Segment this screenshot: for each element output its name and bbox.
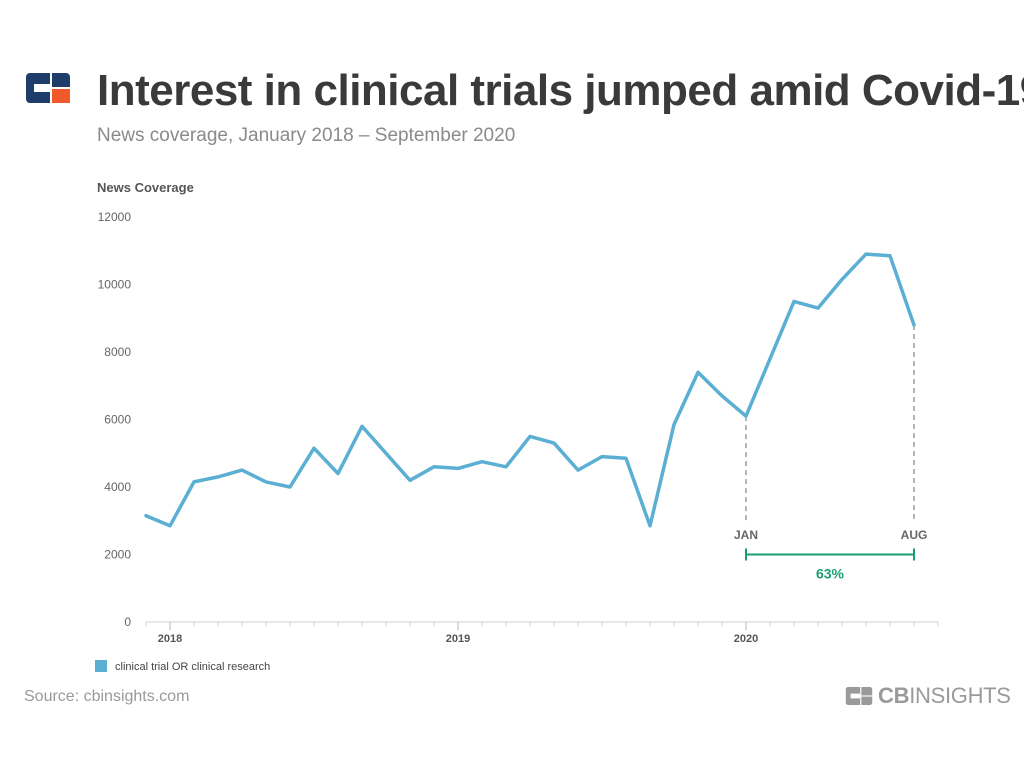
brand-logo: CBINSIGHTS bbox=[845, 683, 1011, 709]
y-tick-label: 0 bbox=[124, 615, 131, 629]
annotation-label: AUG bbox=[901, 528, 928, 542]
annotation-label: JAN bbox=[734, 528, 758, 542]
y-axis-label: News Coverage bbox=[97, 180, 194, 195]
brand-bold: CB bbox=[878, 683, 910, 708]
x-tick-label: 2019 bbox=[446, 633, 470, 645]
y-tick-label: 6000 bbox=[104, 413, 131, 427]
y-tick-label: 8000 bbox=[104, 345, 131, 359]
y-tick-label: 2000 bbox=[104, 548, 131, 562]
cb-logo-icon bbox=[845, 687, 873, 705]
x-tick-label: 2020 bbox=[734, 633, 758, 645]
cb-logo-icon bbox=[26, 73, 70, 103]
series-line bbox=[144, 252, 916, 528]
x-axis: 2018 2019 2020 bbox=[145, 621, 939, 645]
series-layer bbox=[144, 252, 916, 528]
y-tick-label: 10000 bbox=[98, 278, 132, 292]
y-tick-label: 12000 bbox=[98, 210, 132, 224]
legend-label: clinical trial OR clinical research bbox=[115, 661, 270, 673]
y-axis-ticks: 0 2000 4000 6000 8000 10000 12000 bbox=[98, 210, 132, 629]
legend-swatch bbox=[95, 660, 107, 672]
source-note: Source: cbinsights.com bbox=[24, 688, 190, 705]
brand-wordmark: CBINSIGHTS bbox=[878, 683, 1011, 709]
page-title: Interest in clinical trials jumped amid … bbox=[97, 66, 1024, 115]
y-tick-label: 4000 bbox=[104, 480, 131, 494]
page-subtitle: News coverage, January 2018 – September … bbox=[97, 125, 516, 146]
x-tick-label: 2018 bbox=[158, 633, 182, 645]
annotations: JAN AUG 63% bbox=[734, 325, 927, 582]
legend: clinical trial OR clinical research bbox=[95, 660, 270, 673]
brand-rest: INSIGHTS bbox=[909, 683, 1011, 708]
range-label: 63% bbox=[816, 566, 845, 582]
